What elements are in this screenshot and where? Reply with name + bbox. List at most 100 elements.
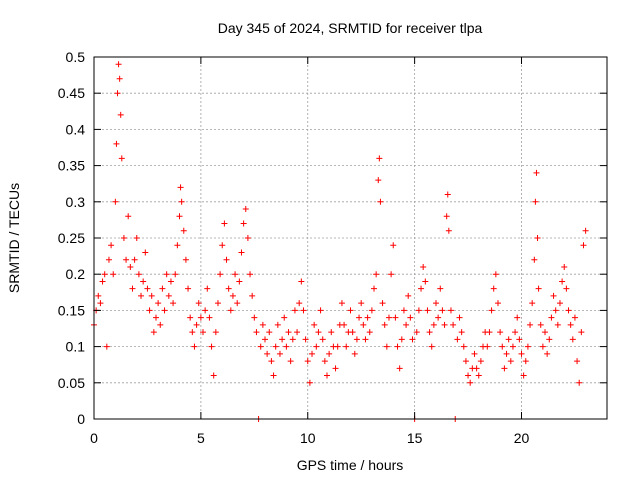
data-point	[488, 307, 495, 314]
data-point	[95, 292, 102, 299]
data-point	[514, 314, 521, 321]
data-point	[195, 300, 202, 307]
data-point	[539, 343, 546, 350]
data-point	[409, 336, 416, 343]
y-tick-label: 0.3	[66, 194, 86, 210]
data-point	[268, 358, 275, 365]
data-point	[131, 256, 138, 263]
data-point	[225, 285, 232, 292]
data-point	[291, 307, 298, 314]
data-point	[212, 329, 219, 336]
y-tick-label: 0.15	[58, 302, 85, 318]
data-point	[542, 329, 549, 336]
data-point	[200, 329, 207, 336]
data-point	[219, 242, 226, 249]
data-point	[561, 263, 568, 270]
data-point	[204, 285, 211, 292]
data-point	[364, 314, 371, 321]
data-point	[272, 343, 279, 350]
data-points	[91, 61, 589, 422]
data-point	[125, 213, 132, 220]
data-point	[533, 169, 540, 176]
data-point	[129, 285, 136, 292]
data-point	[552, 307, 559, 314]
data-point	[351, 350, 358, 357]
data-point	[150, 329, 157, 336]
data-point	[148, 292, 155, 299]
data-point	[462, 358, 469, 365]
data-point	[518, 350, 525, 357]
data-point	[127, 263, 134, 270]
data-point	[405, 292, 412, 299]
data-point	[559, 278, 566, 285]
data-point	[270, 372, 277, 379]
data-point	[467, 379, 474, 386]
data-point	[377, 198, 384, 205]
data-point	[394, 343, 401, 350]
data-point	[484, 343, 491, 350]
data-point	[223, 256, 230, 263]
data-point	[383, 343, 390, 350]
data-point	[571, 314, 578, 321]
data-point	[193, 321, 200, 328]
data-point	[146, 307, 153, 314]
data-point	[264, 350, 271, 357]
data-point	[304, 358, 311, 365]
data-point	[172, 271, 179, 278]
y-axis-label: SRMTID / TECUs	[6, 183, 22, 293]
data-point	[257, 343, 264, 350]
data-point	[283, 343, 290, 350]
data-point	[499, 343, 506, 350]
data-point	[418, 285, 425, 292]
data-point	[477, 358, 484, 365]
y-tick-label: 0.5	[66, 49, 86, 65]
data-point	[420, 263, 427, 270]
data-point	[276, 350, 283, 357]
data-point	[366, 329, 373, 336]
data-point	[548, 314, 555, 321]
y-tick-label: 0.4	[66, 121, 86, 137]
data-point	[437, 285, 444, 292]
data-point	[424, 307, 431, 314]
data-point	[535, 285, 542, 292]
data-point	[326, 350, 333, 357]
data-point	[435, 314, 442, 321]
y-tick-label: 0.35	[58, 158, 85, 174]
data-point	[537, 321, 544, 328]
data-point	[182, 256, 189, 263]
y-tick-label: 0.05	[58, 375, 85, 391]
data-point	[415, 307, 422, 314]
data-point	[362, 336, 369, 343]
data-point	[116, 75, 123, 82]
data-point	[430, 321, 437, 328]
data-point	[347, 307, 354, 314]
data-point	[161, 307, 168, 314]
data-point	[114, 90, 121, 97]
data-point	[503, 350, 510, 357]
data-point	[113, 140, 120, 147]
data-point	[159, 285, 166, 292]
data-point	[112, 198, 119, 205]
data-point	[341, 321, 348, 328]
data-point	[441, 321, 448, 328]
data-point	[385, 314, 392, 321]
data-point	[396, 365, 403, 372]
data-point	[279, 336, 286, 343]
data-point	[317, 307, 324, 314]
data-point	[251, 314, 258, 321]
data-point	[358, 300, 365, 307]
data-point	[142, 249, 149, 256]
data-point	[505, 336, 512, 343]
data-point	[321, 358, 328, 365]
data-point	[524, 343, 531, 350]
data-point	[229, 292, 236, 299]
data-point	[117, 111, 124, 118]
data-point	[334, 343, 341, 350]
data-point	[313, 343, 320, 350]
grid-lines	[94, 57, 607, 419]
data-point	[185, 285, 192, 292]
data-point	[123, 256, 130, 263]
data-point	[531, 256, 538, 263]
data-point	[217, 271, 224, 278]
data-point	[471, 350, 478, 357]
